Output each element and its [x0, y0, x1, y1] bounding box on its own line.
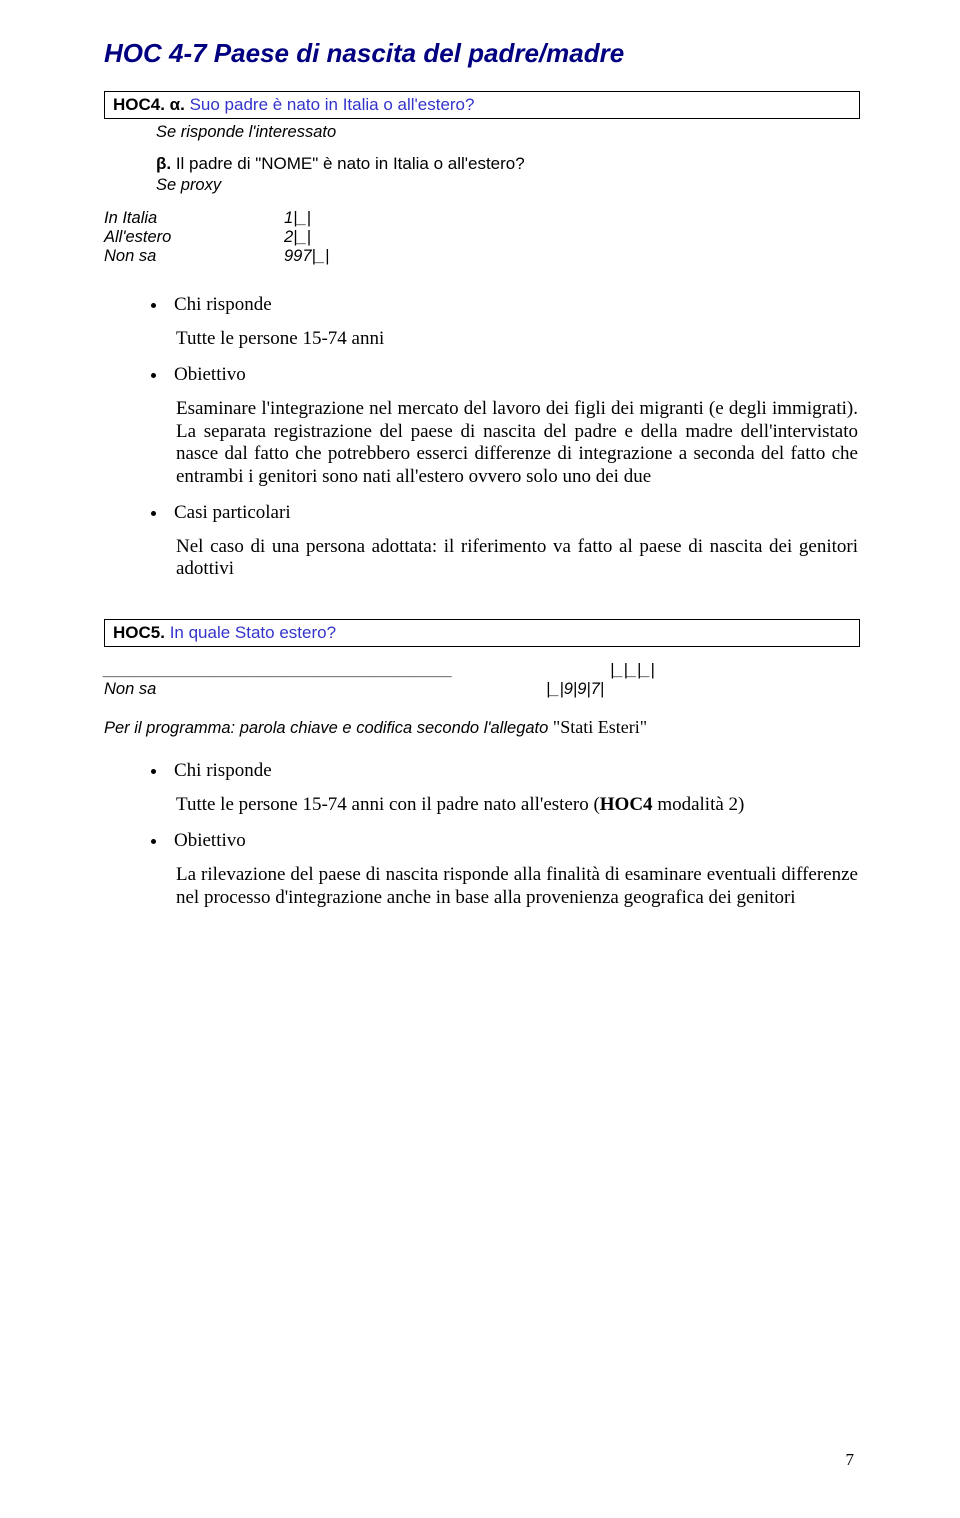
option-value: 1|_|: [284, 209, 311, 228]
hoc4-question-text: Suo padre è nato in Italia o all'estero?: [185, 95, 475, 114]
hoc4-code: HOC4. α.: [113, 95, 185, 114]
nonsa-value: |_|9|9|7|: [546, 680, 604, 699]
chi-body: Tutte le persone 15-74 anni: [176, 328, 858, 350]
bullet-chi-risponde: Chi risponde: [168, 760, 860, 782]
main-heading: HOC 4-7 Paese di nascita del padre/madre: [104, 38, 860, 69]
program-note: Per il programma: parola chiave e codifi…: [104, 717, 860, 738]
bullet-casi: Casi particolari: [168, 502, 860, 524]
page-number: 7: [846, 1450, 855, 1470]
hoc4-bullets: Casi particolari: [168, 502, 860, 524]
hoc4-bullets: Obiettivo: [168, 364, 860, 386]
chi-body-2: Tutte le persone 15-74 anni con il padre…: [176, 794, 858, 816]
option-label: In Italia: [104, 209, 284, 228]
obiettivo-body-2: La rilevazione del paese di nascita risp…: [176, 864, 858, 909]
hoc5-question-box: HOC5. In quale Stato estero?: [104, 619, 860, 647]
hoc4-subnote: Se risponde l'interessato: [156, 123, 860, 142]
fill-blanks: |_|_|_|: [610, 661, 655, 680]
obiettivo-body: Esaminare l'integrazione nel mercato del…: [176, 398, 858, 488]
hoc4-beta-line: β. Il padre di "NOME" è nato in Italia o…: [156, 154, 860, 174]
option-value: 2|_|: [284, 228, 311, 247]
program-note-text: Per il programma: parola chiave e codifi…: [104, 719, 553, 737]
program-quoted: "Stati Esteri": [553, 717, 647, 737]
option-value: 997|_|: [284, 247, 329, 266]
casi-body: Nel caso di una persona adottata: il rif…: [176, 536, 858, 581]
bullet-obiettivo: Obiettivo: [168, 830, 860, 852]
hoc4-beta-code: β.: [156, 154, 176, 173]
fill-underline: ______________________________________: [104, 661, 610, 680]
hoc5-fill: ______________________________________ |…: [104, 661, 860, 699]
nonsa-label: Non sa: [104, 680, 546, 699]
bullet-obiettivo: Obiettivo: [168, 364, 860, 386]
hoc4-question-box: HOC4. α. Suo padre è nato in Italia o al…: [104, 91, 860, 119]
option-row: Non sa 997|_|: [104, 247, 860, 266]
hoc5-bullets: Obiettivo: [168, 830, 860, 852]
hoc4-seproxy: Se proxy: [156, 176, 860, 195]
chi2-pre: Tutte le persone 15-74 anni con il padre…: [176, 794, 600, 815]
option-label: All'estero: [104, 228, 284, 247]
bullet-chi-risponde: Chi risponde: [168, 294, 860, 316]
hoc4-options: In Italia 1|_| All'estero 2|_| Non sa 99…: [104, 209, 860, 266]
option-row: All'estero 2|_|: [104, 228, 860, 247]
option-label: Non sa: [104, 247, 284, 266]
hoc4-bullets: Chi risponde: [168, 294, 860, 316]
hoc4-beta-text: Il padre di "NOME" è nato in Italia o al…: [176, 154, 525, 173]
chi2-bold: HOC4: [600, 794, 653, 815]
hoc5-code: HOC5.: [113, 623, 165, 642]
hoc5-question-text: In quale Stato estero?: [165, 623, 336, 642]
chi2-post: modalità 2): [653, 794, 745, 815]
hoc5-bullets: Chi risponde: [168, 760, 860, 782]
option-row: In Italia 1|_|: [104, 209, 860, 228]
